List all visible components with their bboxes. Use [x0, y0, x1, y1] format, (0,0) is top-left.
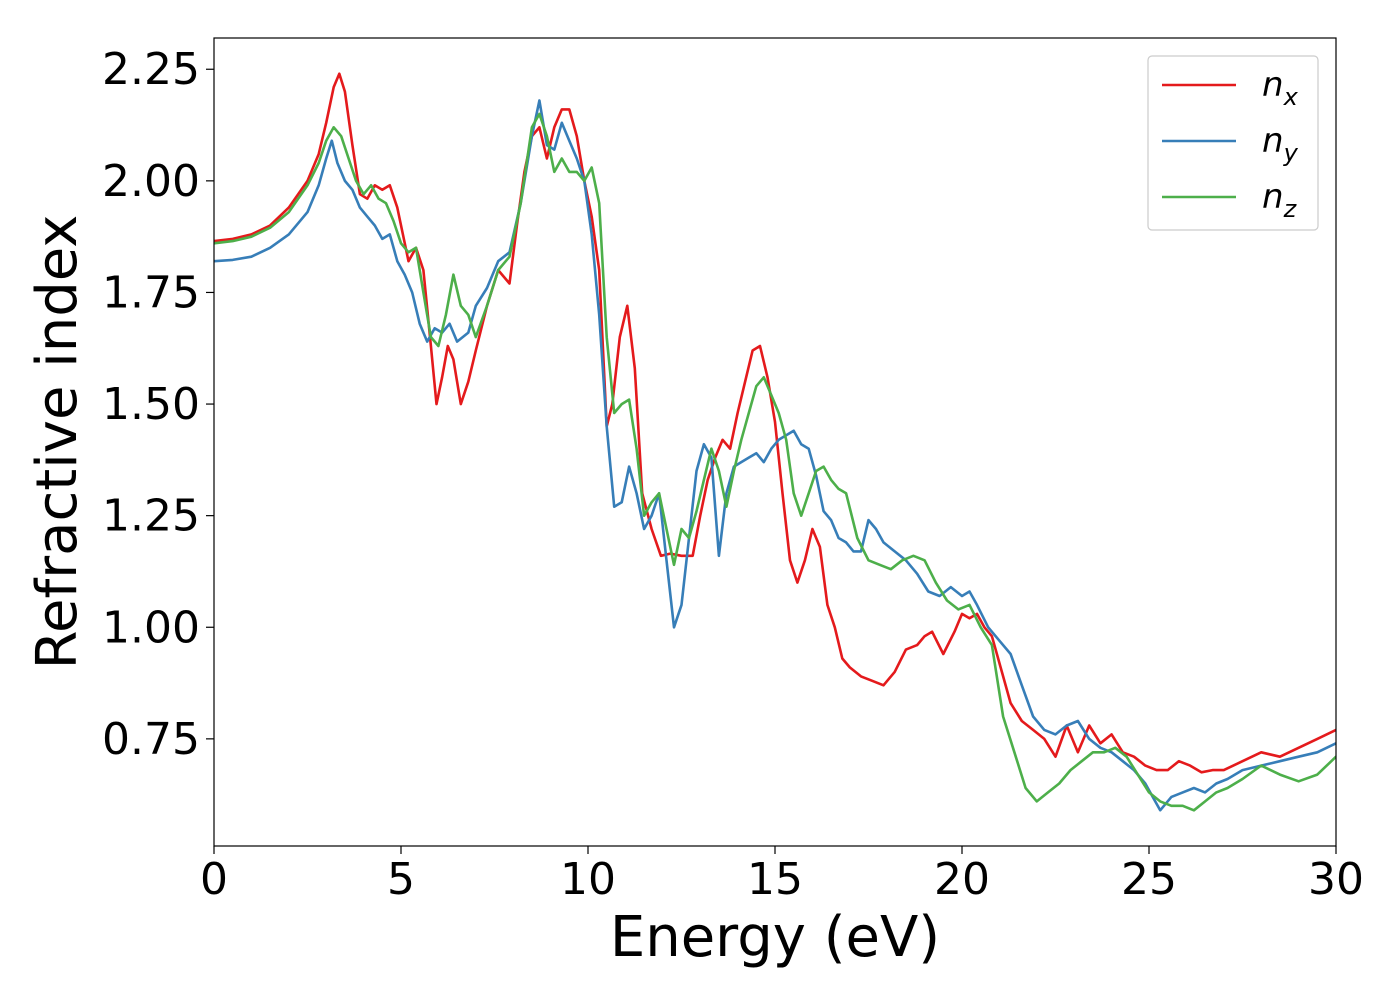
series-line-x: [214, 72, 1336, 774]
legend: nx ny nz: [1147, 55, 1319, 231]
legend-label-z: nz: [1262, 177, 1298, 223]
legend-box: [1147, 55, 1319, 231]
y-tick-label: 2.25: [102, 44, 200, 95]
y-tick-label: 1.00: [102, 602, 200, 653]
series-layer: [214, 72, 1336, 812]
x-tick-label: 10: [560, 854, 616, 905]
y-tick-label: 1.75: [102, 267, 200, 318]
y-tick-label: 0.75: [102, 714, 200, 765]
x-tick-label: 20: [934, 854, 990, 905]
series-line-y: [214, 99, 1336, 812]
x-tick-label: 25: [1121, 854, 1177, 905]
legend-label-y: ny: [1262, 121, 1299, 167]
x-tick-label: 15: [747, 854, 803, 905]
legend-label-x: nx: [1262, 65, 1299, 111]
y-axis-title: Refractive index: [25, 215, 90, 670]
x-axis: 0 5 10 15 20 25 30: [200, 846, 1364, 905]
x-tick-label: 30: [1308, 854, 1364, 905]
x-tick-label: 0: [200, 854, 228, 905]
x-axis-title: Energy (eV): [610, 905, 940, 970]
y-tick-label: 1.25: [102, 491, 200, 542]
series-line-z: [214, 112, 1336, 812]
y-tick-label: 2.00: [102, 156, 200, 207]
y-tick-label: 1.50: [102, 379, 200, 430]
y-axis: 0.75 1.00 1.25 1.50 1.75 2.00 2.25: [102, 44, 214, 765]
x-tick-label: 5: [387, 854, 415, 905]
